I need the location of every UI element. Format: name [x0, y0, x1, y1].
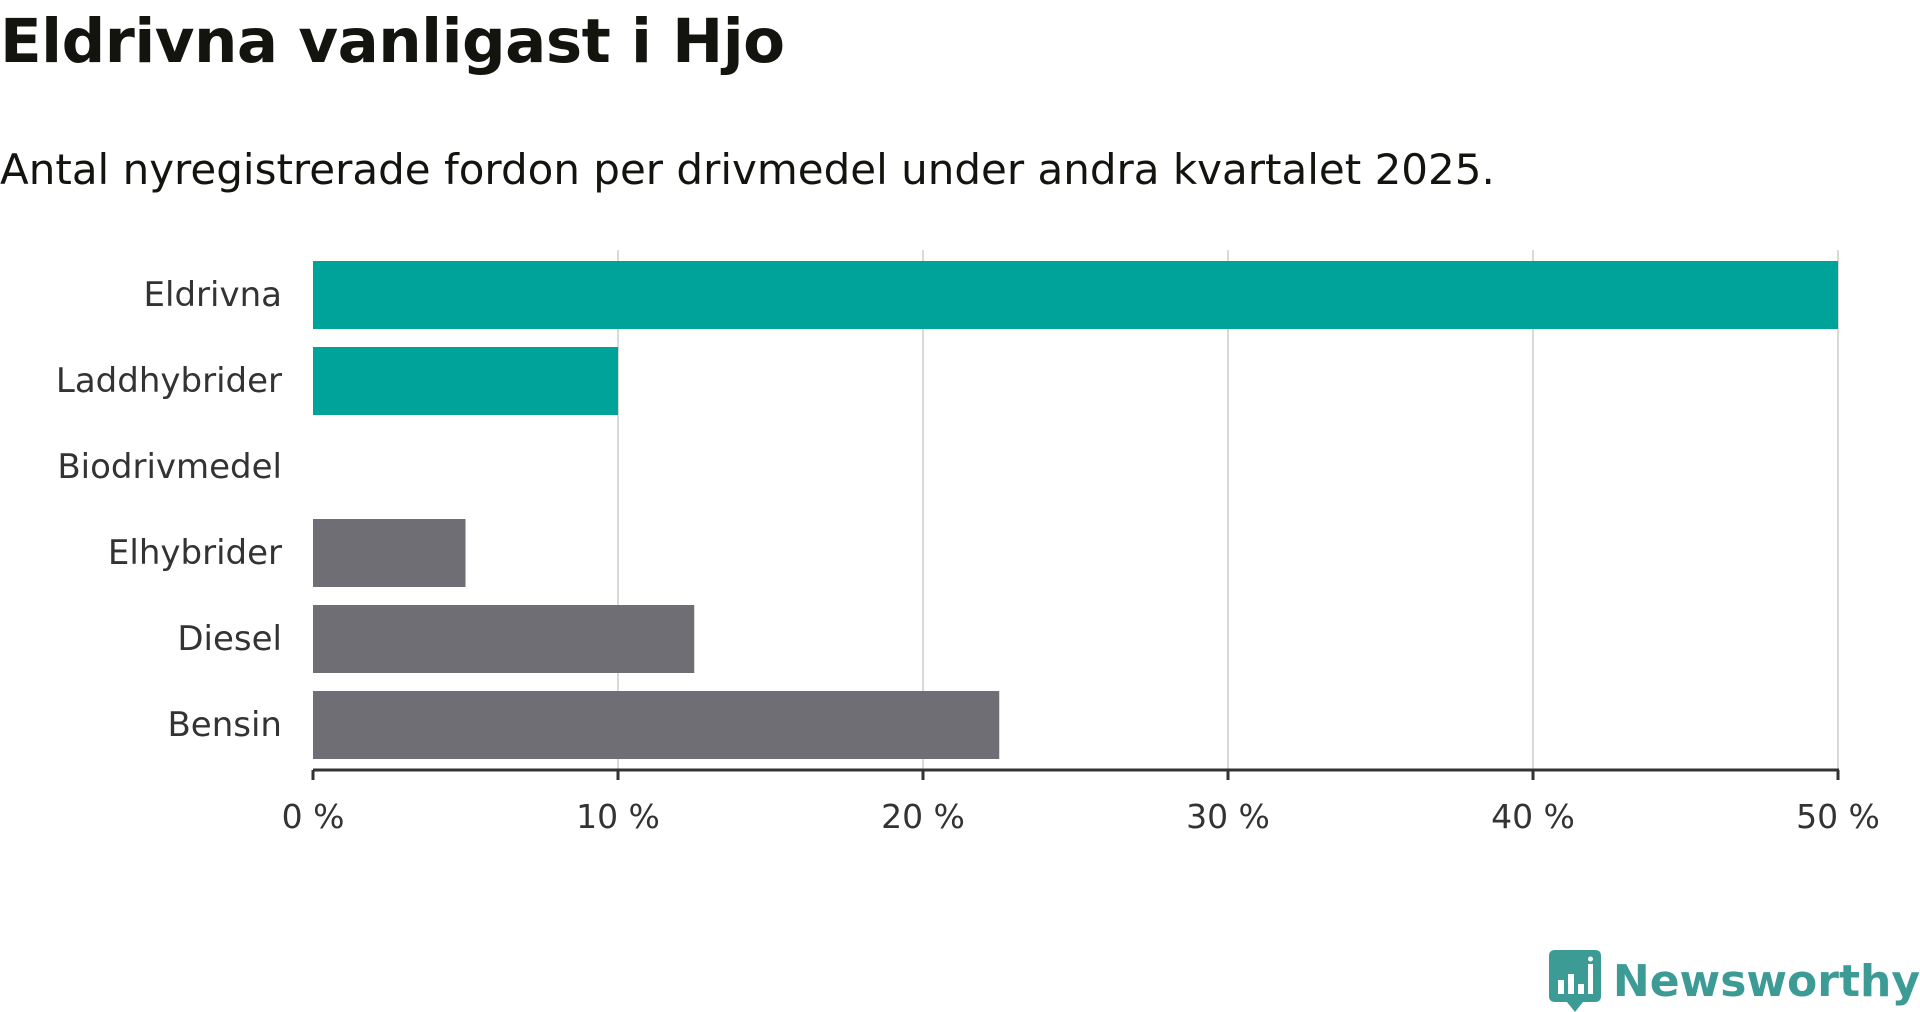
x-tick-label: 0 % [282, 797, 345, 836]
bar-chart: Eldrivna Laddhybrider Biodrivmedel Elhybrid… [56, 250, 1880, 836]
brand-name: Newsworthy [1612, 955, 1920, 1007]
category-labels: Eldrivna Laddhybrider Biodrivmedel Elhybrid… [56, 275, 282, 745]
category-label: Eldrivna [144, 275, 282, 315]
x-tick-label: 50 % [1796, 797, 1880, 836]
bar-bensin [313, 691, 1000, 759]
x-tick-label: 40 % [1491, 797, 1575, 836]
category-label: Elhybrider [108, 533, 282, 573]
x-tick-label: 10 % [576, 797, 660, 836]
category-label: Bensin [167, 705, 282, 745]
brand-logo: Newsworthy [1548, 950, 1920, 1012]
x-tick-label: 20 % [881, 797, 965, 836]
x-tick-label: 30 % [1186, 797, 1270, 836]
newsworthy-logo-icon [1548, 950, 1601, 1012]
bar-elhybrider [313, 519, 466, 587]
category-label: Laddhybrider [56, 361, 282, 401]
bar-laddhybrider [313, 347, 618, 415]
bars [313, 261, 1838, 759]
chart-subtitle: Antal nyregistrerade fordon per drivmede… [0, 145, 1495, 194]
x-axis: 0 % 10 % 20 % 30 % 40 % 50 % [282, 768, 1880, 836]
grid-lines [617, 250, 1839, 770]
bar-eldrivna [313, 261, 1838, 329]
category-label: Diesel [177, 619, 282, 659]
chart-title: Eldrivna vanligast i Hjo [0, 6, 785, 77]
category-label: Biodrivmedel [57, 447, 282, 487]
bar-diesel [313, 605, 695, 673]
